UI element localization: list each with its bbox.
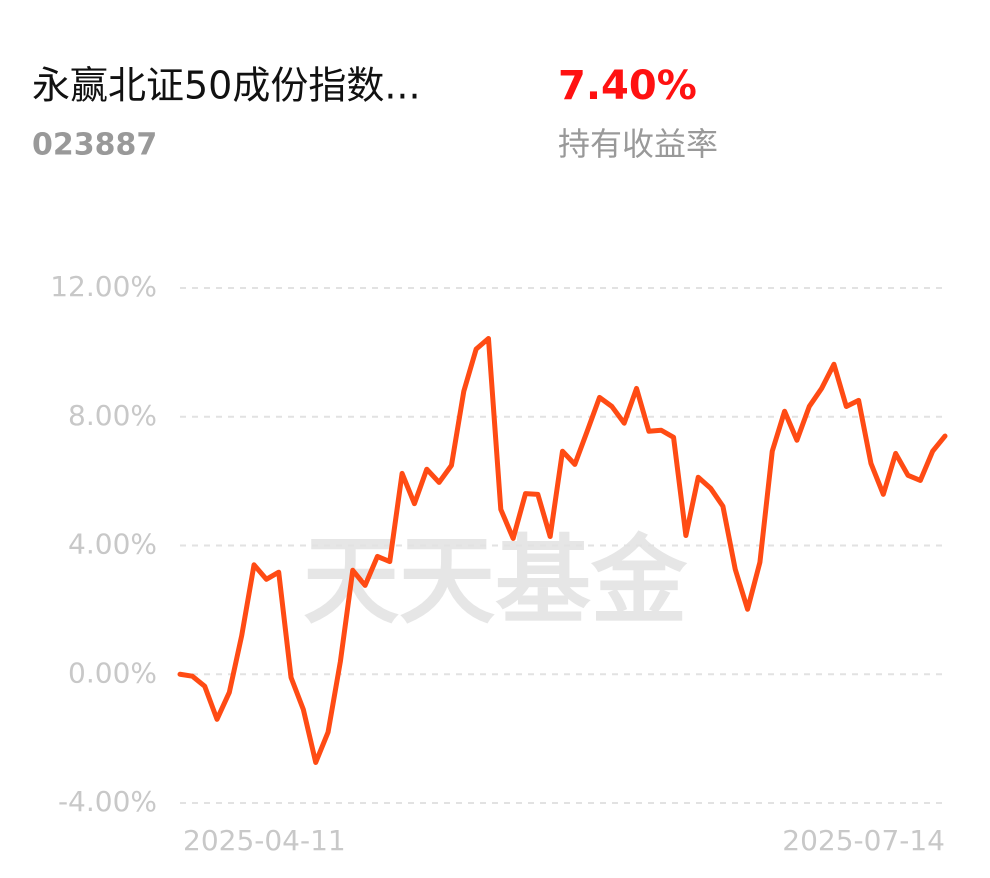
x-tick-label: 2025-07-14	[782, 824, 945, 857]
y-tick-label: 12.00%	[50, 270, 157, 303]
line-series	[177, 336, 948, 765]
fund-code: 023887	[32, 128, 157, 163]
y-tick-label: -4.00%	[58, 785, 157, 818]
x-tick-label: 2025-04-11	[183, 824, 346, 857]
y-tick-label: 0.00%	[68, 656, 157, 689]
return-label: 持有收益率	[558, 125, 718, 163]
y-tick-label: 4.00%	[68, 528, 157, 561]
fund-title: 永赢北证50成份指数...	[32, 64, 421, 108]
return-value: 7.40%	[558, 63, 697, 109]
y-tick-label: 8.00%	[68, 399, 157, 432]
